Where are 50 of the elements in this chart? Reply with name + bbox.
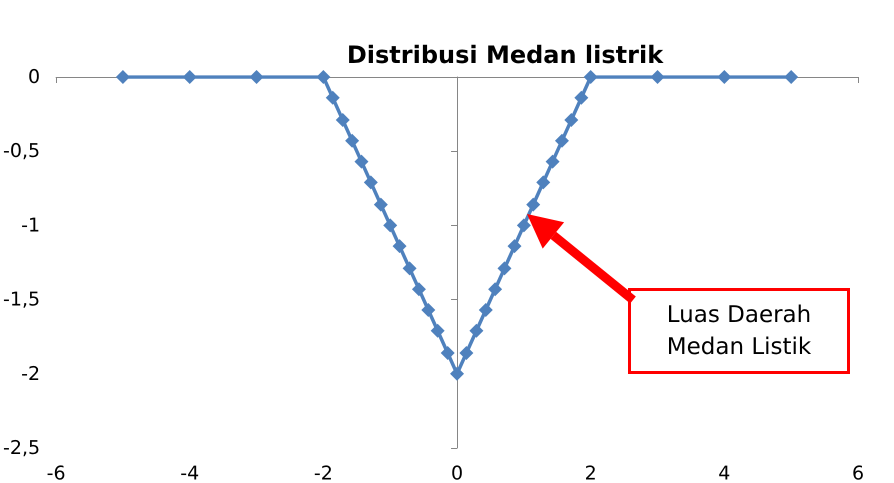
point <box>345 134 360 148</box>
point <box>374 198 388 212</box>
chart-title: Distribusi Medan listrik <box>346 41 664 69</box>
y-tick-label: -1,5 <box>2 288 40 311</box>
y-tick-label: -2,5 <box>2 437 40 459</box>
point <box>508 239 522 254</box>
y-tick-label: -2 <box>21 362 40 385</box>
point <box>364 175 378 190</box>
point <box>383 218 398 232</box>
point <box>717 70 732 84</box>
point <box>516 218 531 232</box>
y-tick-label: 0 <box>28 66 40 88</box>
point <box>488 282 502 296</box>
point <box>430 324 445 338</box>
point <box>402 261 417 276</box>
point <box>564 113 578 128</box>
point <box>546 154 560 169</box>
x-tick-label: 0 <box>450 462 464 483</box>
x-tick-label: -4 <box>180 462 200 483</box>
point <box>459 346 474 360</box>
point <box>584 70 598 84</box>
point <box>392 239 407 254</box>
annotation: Luas Daerah Medan Listik <box>628 288 850 374</box>
point <box>784 70 798 84</box>
point <box>526 198 540 212</box>
point <box>497 261 512 276</box>
point <box>536 175 550 190</box>
point <box>650 70 665 84</box>
x-tick-label: -6 <box>46 462 66 483</box>
point <box>574 90 588 105</box>
point <box>182 70 197 84</box>
point <box>354 154 368 169</box>
point <box>326 90 340 105</box>
x-tick-label: 6 <box>852 462 864 483</box>
point <box>421 302 436 317</box>
x-tick-label: 4 <box>718 462 730 483</box>
y-tick-label: -1 <box>21 214 40 236</box>
point <box>450 366 464 381</box>
point <box>336 113 350 128</box>
point <box>116 70 130 84</box>
point <box>478 302 493 317</box>
point <box>316 70 330 84</box>
point <box>440 346 455 360</box>
x-tick-label: -2 <box>314 462 333 483</box>
point <box>250 70 264 84</box>
x-tick-label: 2 <box>584 462 597 483</box>
y-tick-label: -0,5 <box>2 140 40 162</box>
point <box>554 134 569 148</box>
point <box>469 324 484 338</box>
point <box>412 282 426 296</box>
